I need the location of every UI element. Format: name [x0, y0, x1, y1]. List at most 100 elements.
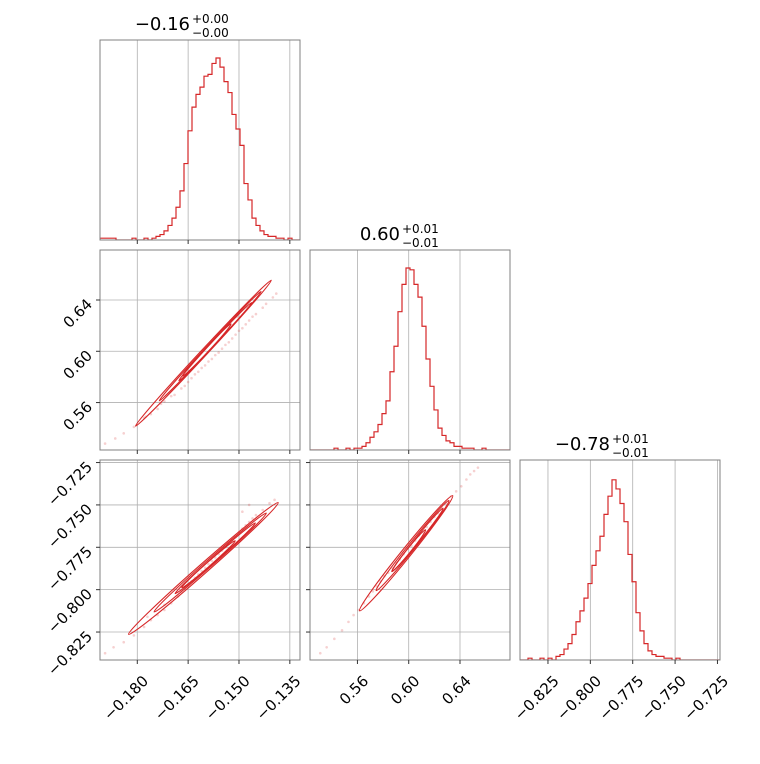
- scatter-panel-0-1: 0.56 0.60 0.64: [60, 249, 301, 454]
- density-contour: [391, 507, 444, 572]
- scatter-point: [468, 473, 472, 476]
- scatter-point: [472, 469, 476, 473]
- scatter-point: [163, 399, 166, 403]
- y-tick-label: −0.725: [44, 458, 96, 510]
- panel-frame: [309, 459, 511, 661]
- title-upper-error: +0.01: [402, 222, 439, 236]
- title-upper-error: +0.01: [612, 432, 649, 446]
- scatter-point: [251, 517, 254, 520]
- scatter-point: [347, 620, 350, 624]
- scatter-point: [132, 425, 136, 429]
- title-lower-error: −0.01: [612, 446, 649, 460]
- panel-frame: [99, 459, 301, 661]
- panel-content: [520, 479, 720, 660]
- x-tick-label: −0.135: [253, 672, 305, 724]
- scatter-point: [113, 437, 117, 440]
- scatter-point: [207, 562, 210, 566]
- x-tick-label: −0.165: [151, 672, 203, 724]
- x-tick-label: −0.775: [595, 672, 647, 724]
- parameter-title: 0.60 +0.01−0.01: [360, 222, 439, 250]
- panel-frame: [99, 249, 301, 451]
- scatter-point: [203, 566, 207, 569]
- title-upper-error: +0.00: [192, 12, 229, 26]
- density-contour: [358, 495, 454, 612]
- scatter-point: [254, 513, 258, 517]
- y-tick-label: 0.64: [60, 295, 96, 331]
- scatter-point: [203, 364, 207, 367]
- scatter-point: [197, 370, 200, 374]
- scatter-point: [210, 559, 214, 563]
- scatter-point: [122, 640, 126, 644]
- x-tick-label: 0.60: [387, 672, 423, 708]
- density-contour: [181, 540, 236, 589]
- density-contour: [375, 499, 450, 592]
- scatter-point: [476, 466, 480, 469]
- scatter-point: [261, 508, 265, 512]
- scatter-point: [325, 645, 328, 649]
- scatter-point: [103, 442, 107, 445]
- scatter-point: [271, 296, 275, 299]
- y-tick-label: −0.775: [44, 543, 96, 595]
- histogram-step-line: [100, 57, 300, 240]
- panel-content: [318, 466, 480, 655]
- panel-content: [103, 498, 279, 655]
- x-tick-label: −0.750: [638, 672, 690, 724]
- scatter-point: [193, 373, 197, 376]
- scatter-point: [183, 384, 187, 388]
- title-value: 0.60: [360, 224, 400, 245]
- scatter-point: [340, 629, 344, 632]
- panel-content: [310, 267, 510, 450]
- scatter-point: [352, 613, 355, 617]
- scatter-point: [200, 366, 203, 370]
- scatter-point: [210, 357, 214, 361]
- y-tick-label: −0.800: [44, 585, 96, 637]
- scatter-point: [213, 353, 217, 357]
- scatter-panel-1-2: 0.56 0.60 0.64: [306, 459, 511, 708]
- scatter-point: [190, 376, 193, 380]
- y-tick-label: −0.825: [44, 627, 96, 679]
- panel-content: [103, 279, 278, 445]
- histogram-panel-0: −0.16 +0.00−0.00: [99, 12, 301, 244]
- parameter-title: −0.78 +0.01−0.01: [555, 432, 649, 460]
- x-tick-label: −0.825: [511, 672, 563, 724]
- scatter-point: [146, 615, 149, 619]
- scatter-point: [371, 590, 375, 593]
- scatter-point: [254, 312, 258, 316]
- panel-frame: [309, 249, 511, 451]
- scatter-point: [173, 393, 176, 397]
- y-tick-label: −0.750: [44, 500, 96, 552]
- scatter-point: [186, 380, 190, 384]
- scatter-point: [237, 329, 241, 333]
- scatter-point: [273, 498, 276, 502]
- density-contour: [178, 302, 253, 382]
- x-tick-label: 0.56: [336, 672, 372, 708]
- x-tick-label: −0.725: [680, 672, 732, 724]
- x-tick-label: 0.64: [438, 672, 474, 708]
- scatter-point: [142, 625, 146, 629]
- scatter-point: [217, 351, 220, 354]
- scatter-point: [261, 306, 265, 309]
- scatter-point: [241, 510, 244, 513]
- scatter-point: [454, 490, 458, 493]
- scatter-point: [224, 343, 227, 347]
- density-contour: [134, 279, 272, 427]
- scatter-point: [112, 645, 115, 649]
- x-tick-label: −0.150: [202, 672, 254, 724]
- y-tick-label: 0.56: [60, 398, 96, 434]
- x-tick-label: −0.800: [553, 672, 605, 724]
- title-lower-error: −0.00: [192, 26, 229, 40]
- scatter-point: [227, 341, 231, 344]
- scatter-point: [318, 651, 322, 655]
- scatter-point: [241, 326, 244, 330]
- histogram-step-line: [310, 267, 510, 450]
- histogram-panel-1: 0.60 +0.01−0.01: [309, 222, 511, 454]
- scatter-point: [163, 608, 166, 612]
- panel-frame: [519, 459, 721, 661]
- density-contour: [127, 501, 279, 635]
- scatter-point: [247, 319, 251, 322]
- scatter-point: [264, 302, 268, 306]
- scatter-point: [207, 360, 210, 363]
- density-contour: [391, 529, 427, 573]
- scatter-point: [247, 503, 251, 507]
